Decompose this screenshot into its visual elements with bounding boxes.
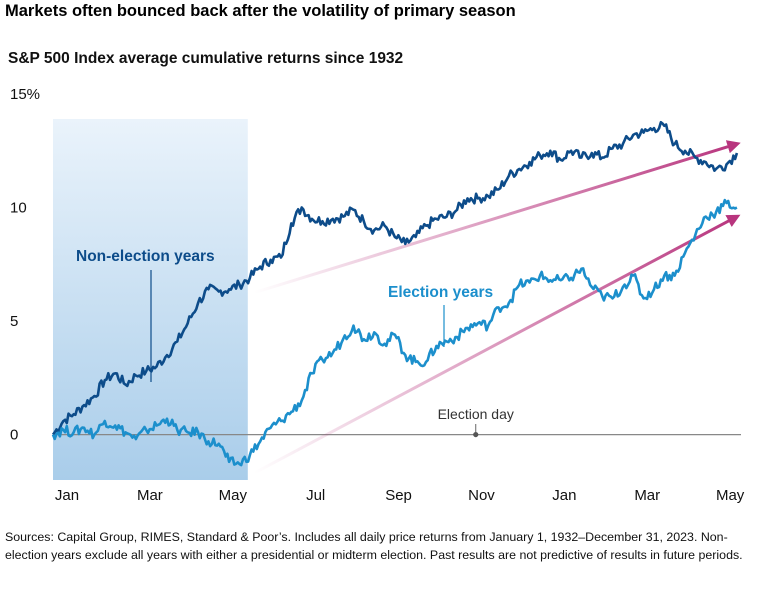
election-label: Election years [388, 284, 493, 301]
x-tick-label: Mar [634, 487, 660, 504]
y-tick-label: 5 [10, 313, 18, 330]
chart-subtitle: S&P 500 Index average cumulative returns… [8, 50, 404, 67]
x-tick-label: May [219, 487, 248, 504]
y-tick-label: 15% [10, 86, 40, 103]
y-tick-label: 0 [10, 427, 18, 444]
x-tick-label: Nov [468, 487, 495, 504]
trend-arrow [253, 214, 741, 475]
trend-arrows [253, 140, 741, 475]
annotations: Non-election years Election years Election… [76, 248, 514, 438]
non-election-label: Non-election years [76, 248, 215, 265]
x-tick-label: Jan [55, 487, 79, 504]
trend-arrow [253, 140, 741, 295]
x-tick-label: Sep [385, 487, 412, 504]
election-day-label: Election day [438, 406, 514, 422]
y-axis-ticks: 0 5 10 15% [10, 86, 40, 444]
x-tick-label: Mar [137, 487, 163, 504]
series-lines [51, 120, 739, 467]
chart-title: Markets often bounced back after the vol… [5, 2, 516, 20]
primary-season-shading [53, 119, 248, 480]
footnote: Sources: Capital Group, RIMES, Standard … [5, 530, 743, 562]
series-line-election [51, 198, 738, 467]
x-axis-ticks: Jan Mar May Jul Sep Nov Jan Mar May [55, 487, 745, 504]
x-tick-label: Jul [306, 487, 325, 504]
x-tick-label: May [716, 487, 745, 504]
election-day-marker [473, 431, 479, 438]
series-line-non-election [51, 120, 739, 436]
x-tick-label: Jan [552, 487, 576, 504]
y-tick-label: 10 [10, 200, 27, 217]
